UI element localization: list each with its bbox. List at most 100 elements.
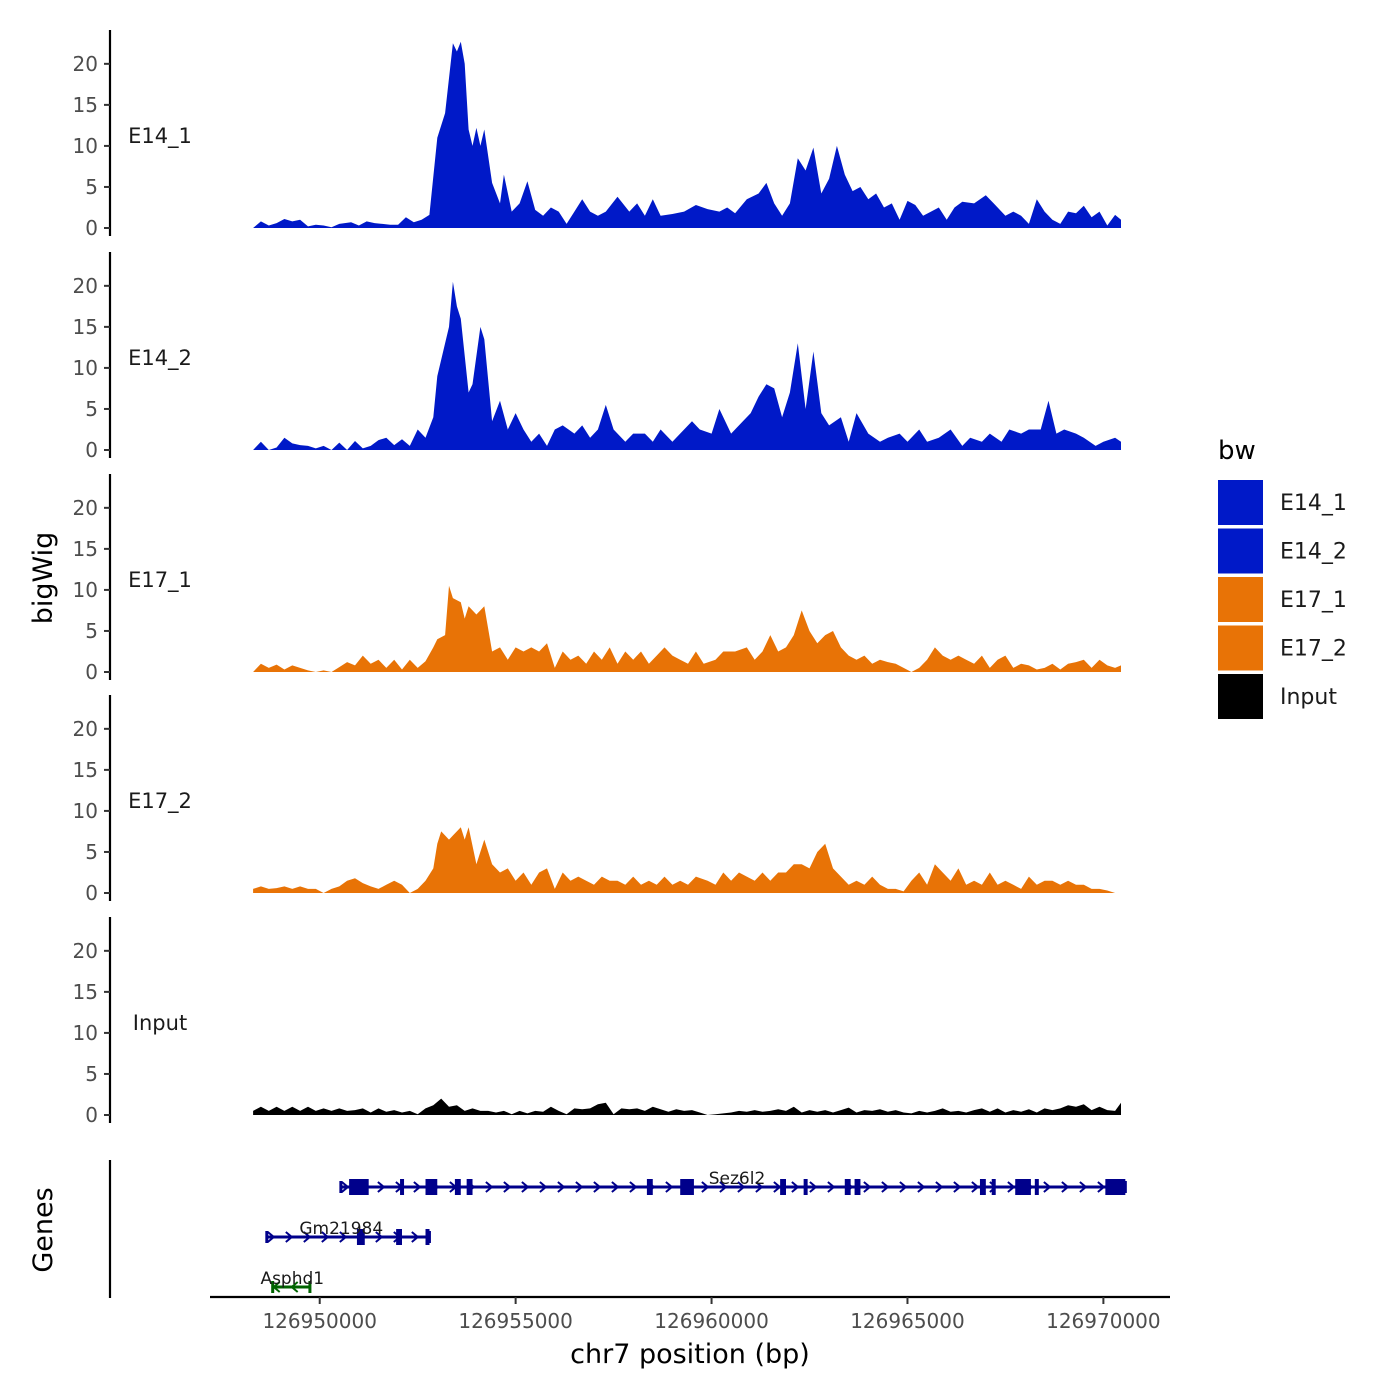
- x-tick-label: 126960000: [654, 1309, 769, 1333]
- track-e17-1: 0 5 10 15 20 E17_1: [73, 474, 1122, 684]
- strand-chevron: [701, 1181, 710, 1193]
- y-tick-label: 15: [73, 758, 98, 782]
- track-e14-2: 0 5 10 15 20 E14_2: [73, 252, 1122, 462]
- y-axis-title: bigWig: [28, 532, 59, 625]
- y-tick-label: 15: [73, 93, 98, 117]
- y-tick-label: 5: [85, 1062, 98, 1086]
- area-e14-1: [253, 41, 1122, 229]
- gene-label: Gm21984: [299, 1219, 383, 1239]
- track-label: E14_1: [128, 124, 192, 149]
- strand-chevron: [485, 1181, 494, 1193]
- gene-exon: [1105, 1179, 1126, 1195]
- gene-asphd1: Asphd1: [260, 1269, 324, 1293]
- y-tick-label: 15: [73, 980, 98, 1004]
- gene-exon: [1034, 1179, 1039, 1195]
- y-tick-label: 5: [85, 397, 98, 421]
- y-tick-label: 15: [73, 315, 98, 339]
- gene-exon: [844, 1179, 851, 1195]
- x-tick-label: 126955000: [458, 1309, 573, 1333]
- strand-chevron: [629, 1181, 638, 1193]
- x-axis: 126950000 126955000 126960000 126965000 1269…: [210, 1295, 1170, 1333]
- track-e17-2: 0 5 10 15 20 E17_2: [73, 695, 1116, 905]
- area-e14-2: [253, 281, 1122, 450]
- strand-chevron: [303, 1231, 312, 1243]
- track-label: Input: [133, 1011, 187, 1035]
- strand-chevron: [267, 1231, 276, 1243]
- legend-swatch: [1218, 577, 1263, 622]
- strand-chevron: [411, 1231, 420, 1243]
- strand-chevron: [339, 1231, 348, 1243]
- strand-chevron: [953, 1181, 962, 1193]
- genes-axis-title: Genes: [28, 1187, 59, 1272]
- track-input: 0 5 10 15 20 Input: [73, 917, 1122, 1127]
- strand-chevron: [377, 1181, 386, 1193]
- strand-chevron: [665, 1181, 674, 1193]
- legend-label: E17_1: [1280, 588, 1347, 613]
- y-tick-label: 10: [73, 1021, 98, 1045]
- strand-chevron: [593, 1181, 602, 1193]
- y-tick-label: 20: [73, 496, 98, 520]
- y-tick-label: 20: [73, 939, 98, 963]
- strand-chevron: [1097, 1181, 1106, 1193]
- area-e17-1: [253, 585, 1122, 672]
- strand-chevron: [899, 1181, 908, 1193]
- strand-chevron: [341, 1181, 350, 1193]
- legend-swatch: [1218, 625, 1263, 671]
- strand-chevron: [521, 1181, 530, 1193]
- y-tick-label: 0: [85, 660, 98, 684]
- gene-sez6l2: Sez6l2: [339, 1169, 1127, 1195]
- strand-chevron: [863, 1181, 872, 1193]
- track-label: E17_1: [128, 568, 192, 593]
- track-label: E14_2: [128, 346, 192, 371]
- strand-chevron: [285, 1231, 294, 1243]
- strand-chevron: [575, 1181, 584, 1193]
- legend-title: bw: [1218, 436, 1256, 466]
- legend: bw E14_1 E14_2 E17_1 E17_2 Input: [1218, 436, 1347, 719]
- strand-chevron: [611, 1181, 620, 1193]
- y-tick-label: 20: [73, 717, 98, 741]
- gene-exon: [466, 1179, 473, 1195]
- legend-label: E14_1: [1280, 491, 1347, 516]
- strand-chevron: [737, 1181, 746, 1193]
- strand-chevron: [719, 1181, 728, 1193]
- signal-tracks: 0 5 10 15 20 E14_1 0 5 10 15 20 E14_2 0 5 10 15 20 E17_10…: [73, 30, 1122, 1127]
- y-tick-label: 15: [73, 537, 98, 561]
- gene-exon: [803, 1179, 808, 1195]
- strand-chevron: [539, 1181, 548, 1193]
- strand-chevron: [557, 1181, 566, 1193]
- gene-exon: [991, 1179, 996, 1195]
- x-tick-label: 126950000: [262, 1309, 377, 1333]
- gene-exon: [400, 1179, 405, 1195]
- gene-gm21984: Gm21984: [265, 1219, 431, 1245]
- y-tick-label: 10: [73, 578, 98, 602]
- area-input: [253, 1098, 1122, 1115]
- legend-swatch: [1218, 674, 1263, 719]
- legend-swatch: [1218, 480, 1263, 525]
- y-tick-label: 0: [85, 216, 98, 240]
- strand-chevron: [1079, 1181, 1088, 1193]
- strand-chevron: [773, 1181, 782, 1193]
- strand-chevron: [321, 1231, 330, 1243]
- legend-label: E17_2: [1280, 637, 1347, 662]
- y-tick-label: 20: [73, 274, 98, 298]
- legend-label: E14_2: [1280, 540, 1347, 565]
- strand-chevron: [290, 1281, 299, 1293]
- gene-exon: [349, 1179, 369, 1195]
- y-tick-label: 10: [73, 799, 98, 823]
- strand-chevron: [935, 1181, 944, 1193]
- strand-chevron: [791, 1181, 800, 1193]
- strand-chevron: [917, 1181, 926, 1193]
- y-tick-label: 5: [85, 175, 98, 199]
- track-label: E17_2: [128, 789, 192, 814]
- y-tick-label: 5: [85, 619, 98, 643]
- gene-exon: [1015, 1179, 1031, 1195]
- strand-chevron: [881, 1181, 890, 1193]
- gene-exon: [854, 1179, 861, 1195]
- genes-panel: Sez6l2 Gm21984 Asphd1: [108, 1160, 1127, 1298]
- gene-label: Sez6l2: [709, 1169, 766, 1189]
- y-tick-label: 0: [85, 438, 98, 462]
- gene-exon: [680, 1179, 694, 1195]
- gene-exon: [425, 1229, 430, 1245]
- strand-chevron: [971, 1181, 980, 1193]
